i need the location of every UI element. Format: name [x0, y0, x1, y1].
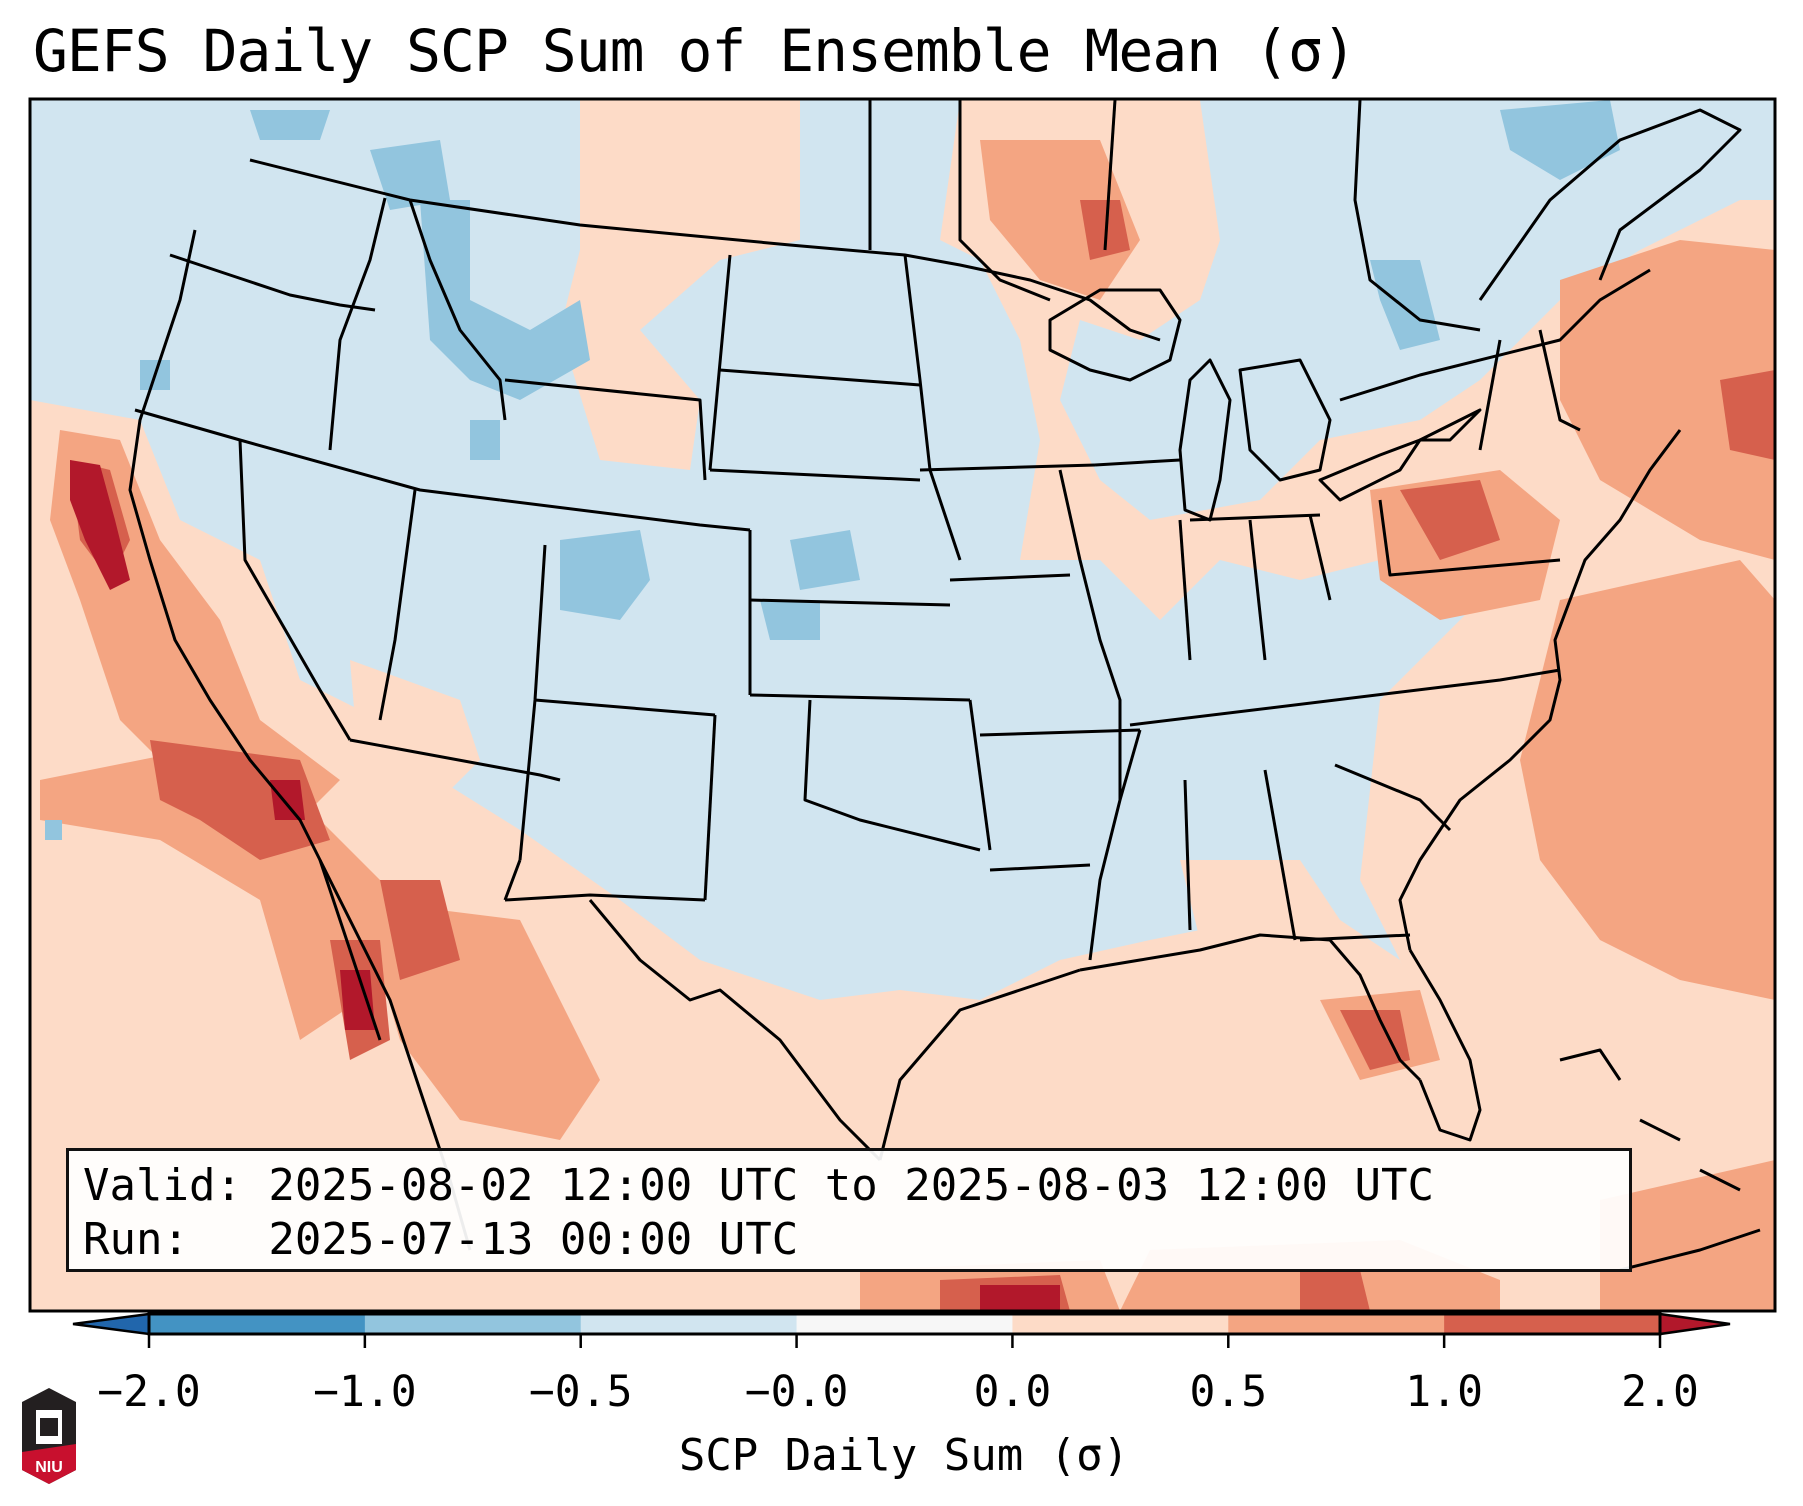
colorbar-bin — [1228, 1314, 1445, 1334]
colorbar-tick-label: −1.0 — [313, 1367, 417, 1417]
validity-info-box: Valid: 2025-08-02 12:00 UTC to 2025-08-0… — [66, 1148, 1632, 1272]
run-time-line: Run: 2025-07-13 00:00 UTC — [83, 1214, 799, 1265]
logo-red-band — [22, 1444, 76, 1484]
logo-text: NIU — [35, 1459, 63, 1476]
colorbar-tick-label: 1.0 — [1405, 1367, 1483, 1417]
chart-title: GEFS Daily SCP Sum of Ensemble Mean (σ) — [33, 17, 1357, 85]
colorbar-label: SCP Daily Sum (σ) — [678, 1430, 1130, 1481]
logo-window-icon — [40, 1418, 58, 1436]
heatmap-field — [30, 99, 1775, 1311]
colorbar-ticks — [147, 1334, 1662, 1348]
colorbar-bin — [1444, 1314, 1661, 1334]
field-positive-extreme — [70, 460, 1060, 1311]
colorbar-extend-low — [72, 1312, 151, 1336]
colorbar-tick-label: −2.0 — [97, 1367, 201, 1417]
colorbar-bin — [580, 1314, 798, 1334]
colorbar-tick-label: 2.0 — [1621, 1367, 1699, 1417]
colorbar-tick-label: −0.5 — [528, 1367, 633, 1417]
colorbar-bin — [796, 1314, 1013, 1334]
colorbar-extend-high — [1658, 1312, 1731, 1336]
field-positive-strong — [70, 200, 1775, 1311]
colorbar-bin — [1012, 1314, 1229, 1334]
colorbar-tick-label: −0.0 — [744, 1367, 849, 1417]
colorbar-bins — [72, 1312, 1731, 1336]
colorbar-bin — [149, 1314, 366, 1334]
map-frame — [28, 97, 1777, 1313]
field-negative-medium — [45, 100, 1620, 840]
colorbar-tick-label: 0.0 — [973, 1367, 1052, 1417]
colorbar-tick-label: 0.5 — [1189, 1367, 1268, 1417]
valid-time-line: Valid: 2025-08-02 12:00 UTC to 2025-08-0… — [83, 1160, 1435, 1211]
niu-logo: NIU — [22, 1388, 76, 1484]
colorbar-bin — [364, 1314, 582, 1334]
state-boundaries — [128, 99, 1761, 1272]
colorbar-outline — [147, 1312, 1662, 1336]
